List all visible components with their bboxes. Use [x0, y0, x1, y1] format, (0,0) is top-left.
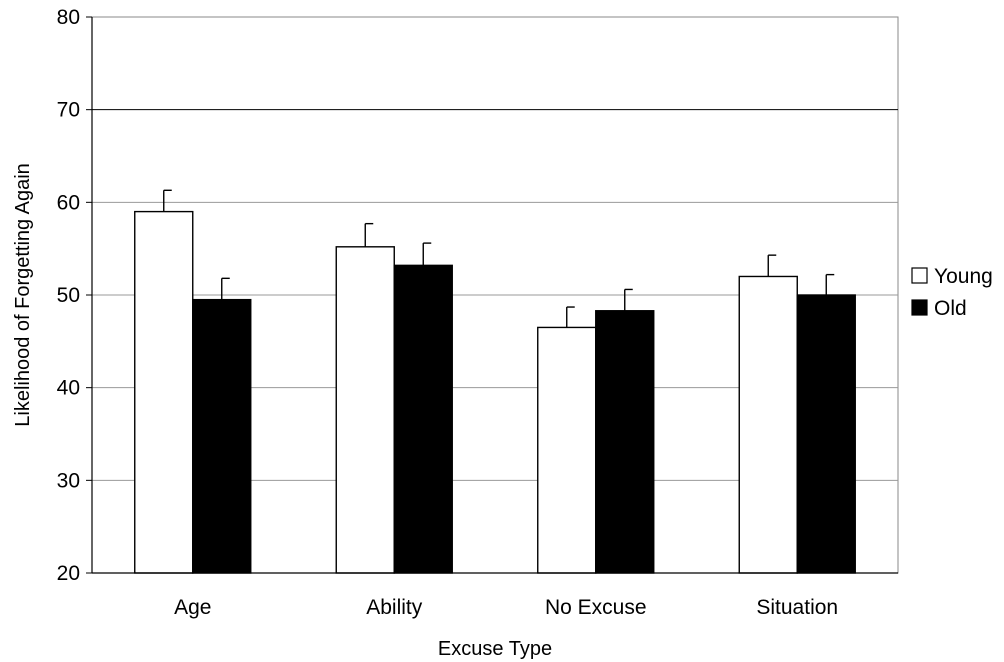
x-tick-label: Age — [174, 596, 211, 619]
legend-label-old: Old — [934, 297, 967, 320]
y-tick-label: 80 — [57, 6, 80, 29]
bar-old-situation — [796, 294, 856, 574]
y-tick-label: 20 — [57, 562, 80, 585]
bar-young-ability — [335, 246, 395, 574]
x-tick-label: Ability — [366, 596, 423, 619]
axes — [86, 16, 898, 574]
y-tick-label: 40 — [57, 377, 80, 400]
y-axis-title: Likelihood of Forgetting Again — [12, 163, 34, 427]
x-axis-title: Excuse Type — [438, 638, 552, 660]
bar-old-age — [192, 298, 252, 574]
legend-label-young: Young — [934, 265, 993, 288]
bar-young-age — [134, 210, 194, 574]
x-tick-labels: Age Ability No Excuse Situation — [174, 596, 838, 619]
y-tick-label: 50 — [57, 284, 80, 307]
bar-old-no-excuse — [595, 310, 655, 574]
legend-swatch-young — [911, 267, 928, 284]
y-tick-labels: 20 30 40 50 60 70 80 — [57, 6, 80, 585]
bar-young-no-excuse — [537, 326, 597, 574]
x-tick-label: Situation — [756, 596, 838, 619]
x-tick-label: No Excuse — [545, 596, 647, 619]
y-tick-label: 70 — [57, 99, 80, 122]
legend: Young Old — [911, 265, 993, 320]
bar-old-ability — [393, 264, 453, 574]
legend-swatch-old — [911, 299, 928, 316]
bars — [134, 189, 856, 574]
bar-young-situation — [738, 275, 798, 574]
y-tick-label: 60 — [57, 191, 80, 214]
y-tick-label: 30 — [57, 469, 80, 492]
